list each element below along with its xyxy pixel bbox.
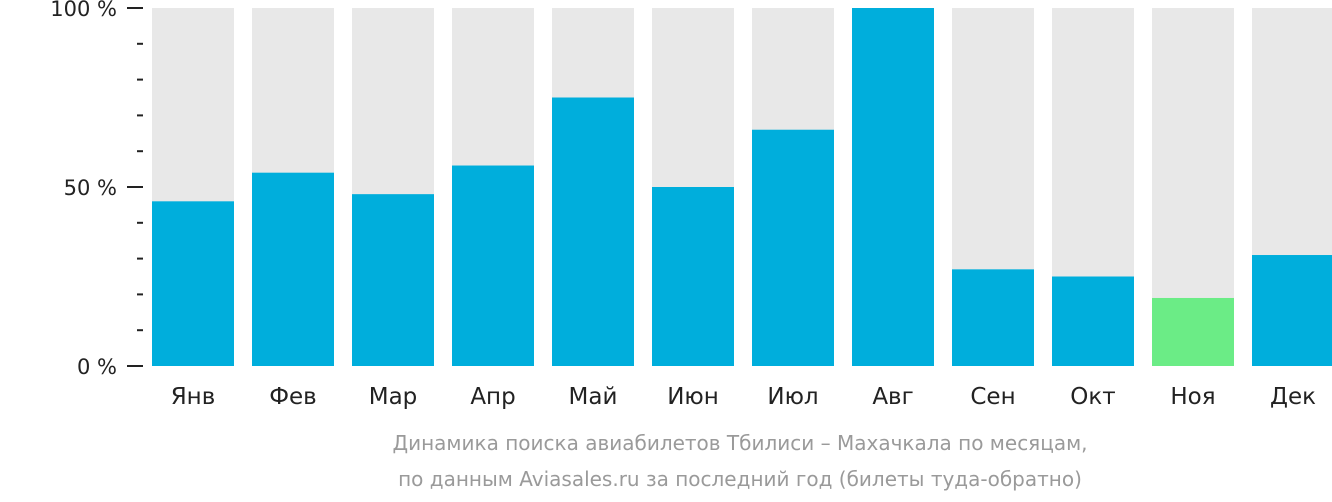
bar — [1252, 255, 1332, 366]
x-tick-label: Мар — [369, 384, 418, 410]
caption-line-2: по данным Aviasales.ru за последний год … — [398, 467, 1082, 491]
bar — [152, 201, 234, 366]
y-axis: 100 % 50 % 0 % — [50, 0, 143, 379]
bar — [352, 194, 434, 366]
x-tick-label: Янв — [171, 384, 216, 410]
x-tick-label: Дек — [1270, 384, 1316, 410]
x-tick-label: Июн — [667, 384, 719, 410]
x-tick-label: Июл — [767, 384, 818, 410]
x-axis-labels: Янв Фев Мар Апр Май Июн Июл Авг Сен Окт Ноя Дек — [171, 384, 1316, 410]
bar — [852, 8, 934, 366]
y-tick-label: 50 % — [64, 176, 117, 200]
bar — [252, 172, 334, 366]
bar-chart: 100 % 50 % 0 % Янв Фев Мар Апр Май Июн Июл Авг Сен… — [50, 0, 1332, 410]
y-tick-label: 0 % — [77, 355, 117, 379]
x-tick-label: Сен — [970, 384, 1015, 410]
y-tick-label: 100 % — [50, 0, 117, 21]
x-tick-label: Авг — [872, 384, 913, 410]
bar — [752, 129, 834, 366]
x-tick-label: Апр — [470, 384, 515, 410]
x-tick-label: Окт — [1070, 384, 1115, 410]
bar — [652, 187, 734, 366]
x-tick-label: Ноя — [1170, 384, 1215, 410]
x-tick-label: Май — [569, 384, 618, 410]
x-tick-label: Фев — [269, 384, 317, 410]
caption-line-1: Динамика поиска авиабилетов Тбилиси – Ма… — [392, 431, 1088, 455]
bar — [1052, 276, 1134, 366]
bar — [952, 269, 1034, 366]
bar — [552, 97, 634, 366]
bars — [152, 8, 1332, 366]
bar-highlighted — [1152, 297, 1234, 366]
bar — [452, 165, 534, 366]
